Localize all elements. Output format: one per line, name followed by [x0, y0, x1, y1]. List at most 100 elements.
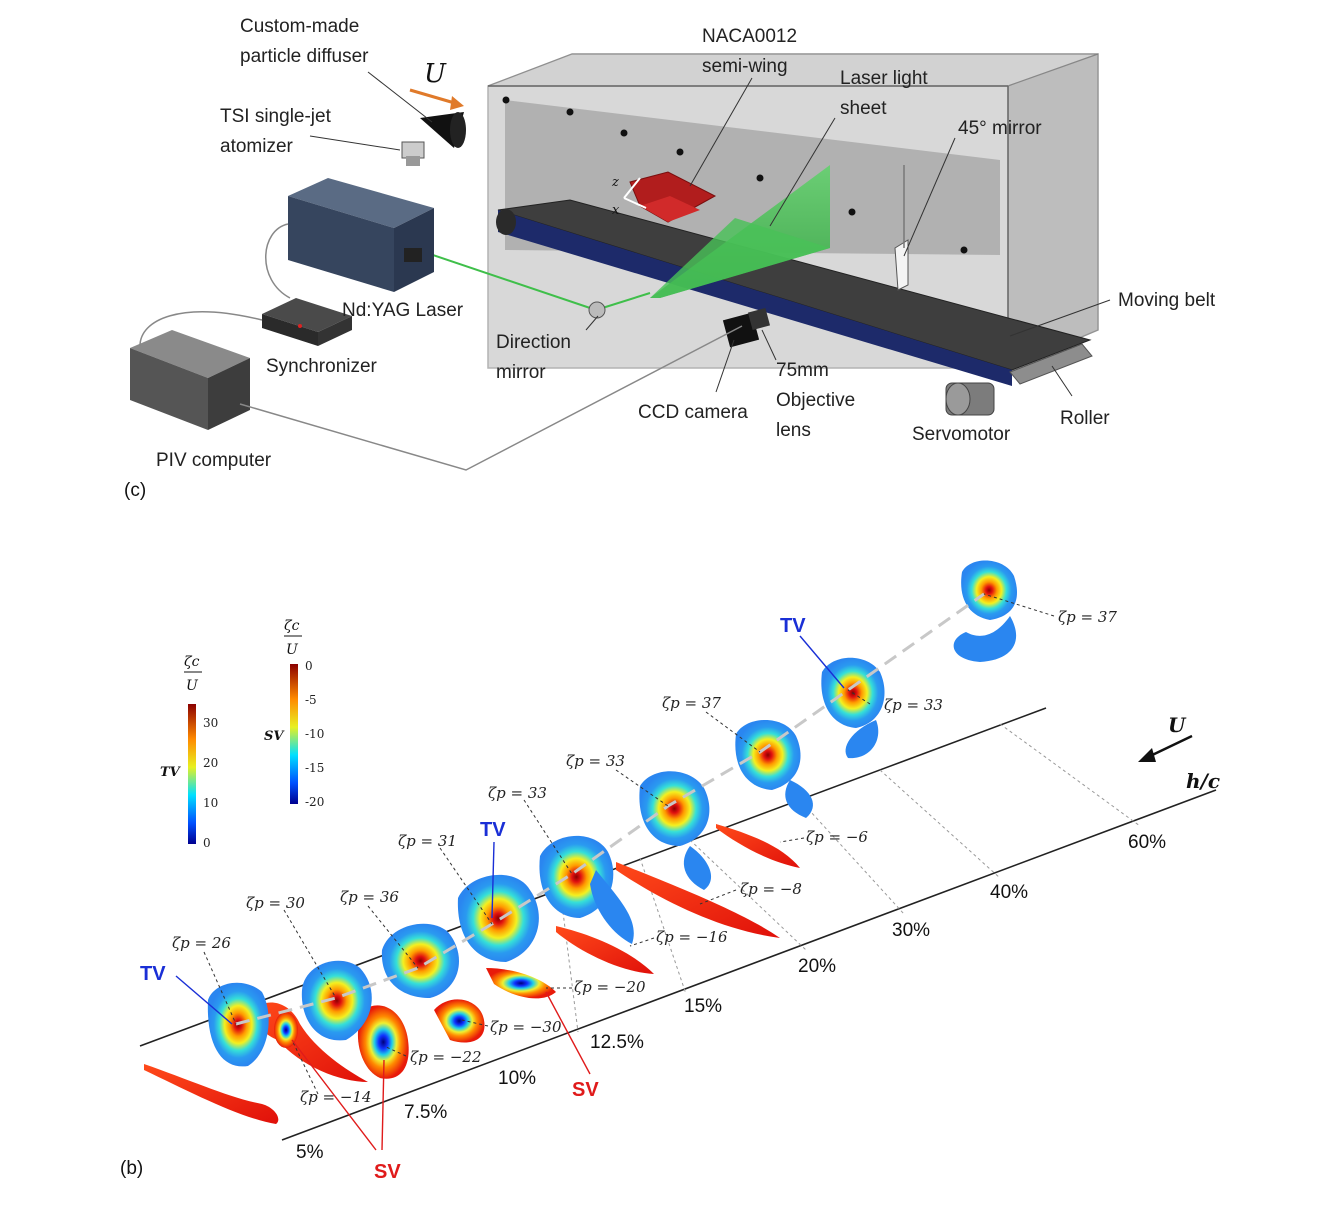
tv-tail-40 — [845, 720, 879, 759]
height-label: 30% — [892, 920, 930, 941]
tv-peak-40: ζp = 33 — [884, 696, 943, 714]
cb-sv-title-den: U — [286, 642, 299, 658]
roller — [1009, 343, 1093, 385]
flow-arrow: U — [409, 59, 464, 110]
pc-label: PIV computer — [156, 450, 272, 471]
height-label: 7.5% — [404, 1102, 447, 1123]
height-label: 20% — [798, 956, 836, 977]
sv-core-10 — [357, 1005, 409, 1079]
wing-label-line1: NACA0012 — [702, 26, 797, 47]
belt-label: Moving belt — [1118, 290, 1216, 311]
tv-tail-60 — [953, 616, 1017, 662]
tv-tag: TV — [780, 615, 806, 637]
cb-sv-tick: 0 — [305, 659, 313, 673]
synchronizer — [262, 298, 352, 346]
hc-label: h/c — [1186, 769, 1220, 793]
tv-peak-15: ζp = 33 — [488, 784, 547, 802]
tunnel-markers — [502, 96, 968, 254]
sv-ribbon-20 — [556, 926, 654, 974]
height-label: 15% — [684, 996, 722, 1017]
flow-u-label: U — [424, 59, 447, 89]
mirror45-label: 45° mirror — [958, 118, 1042, 139]
colorbar-tv: ζc U 30 20 10 0 TV — [160, 654, 218, 850]
tv-core-12-5 — [457, 874, 539, 962]
height-label: 60% — [1128, 832, 1166, 853]
lens-label-line2: Objective — [776, 390, 855, 411]
cb-sv-side-label: SV — [264, 729, 285, 744]
tv-core-30 — [735, 720, 801, 790]
cb-tv-tick: 20 — [203, 756, 218, 770]
panel-b-vorticity: ζc U 30 20 10 0 TV ζc U 0 -5 -10 -15 -20… — [120, 560, 1220, 1183]
sv-ribbon-30 — [616, 862, 780, 938]
tv-peak-30: ζp = 37 — [662, 694, 721, 712]
sv-peak-12-5: ζp = −30 — [490, 1018, 562, 1036]
peak-leaders — [203, 593, 1055, 1095]
ccd-camera — [722, 307, 771, 348]
tag-pointers — [175, 635, 845, 1151]
tv-peak-5: ζp = 26 — [172, 934, 231, 952]
naca0012-semi-wing — [629, 171, 717, 223]
diffuser-label-line1: Custom-made — [240, 16, 359, 37]
axis-z-label: z — [611, 175, 619, 190]
lens-label-line3: lens — [776, 420, 811, 441]
panel-b-label: (b) — [120, 1158, 143, 1179]
tv-peak-10: ζp = 36 — [340, 888, 399, 906]
sv-peak-15: ζp = −20 — [574, 978, 646, 996]
cables — [139, 223, 743, 471]
cb-tv-side-label: TV — [160, 765, 182, 780]
servomotor — [945, 382, 995, 416]
tv-tag: TV — [140, 963, 166, 985]
tv-peak-20: ζp = 33 — [566, 752, 625, 770]
tv-peak-12-5: ζp = 31 — [398, 832, 457, 850]
sv-tag: SV — [374, 1161, 401, 1183]
flow-u-b-label: U — [1168, 713, 1187, 737]
roller-label: Roller — [1060, 408, 1110, 429]
sv-peak-30: ζp = −8 — [740, 880, 802, 898]
tv-peak-60: ζp = 37 — [1058, 608, 1117, 626]
sv-peak-20: ζp = −16 — [656, 928, 728, 946]
tv-core-20 — [639, 771, 710, 846]
vortex-trajectory — [235, 592, 985, 1026]
height-label: 5% — [296, 1142, 324, 1163]
tv-core-60 — [961, 560, 1017, 620]
axis-x-label: x — [612, 203, 620, 218]
colorbar-sv: ζc U 0 -5 -10 -15 -20 SV — [264, 618, 324, 809]
dirmirror-label-line1: Direction — [496, 332, 571, 353]
tv-tail-15 — [590, 870, 634, 944]
cb-tv-title-num: ζc — [184, 654, 200, 670]
atomizer — [401, 141, 425, 166]
sv-core-12-5 — [434, 999, 485, 1043]
atomizer-label-line1: TSI single-jet — [220, 106, 332, 127]
sv-core-15 — [486, 968, 556, 999]
cb-sv-tick: -20 — [305, 795, 324, 809]
sv-tag: SV — [572, 1079, 599, 1101]
sheet-label-line1: Laser light — [840, 68, 928, 89]
sv-peak-10: ζp = −22 — [410, 1048, 482, 1066]
mirror-45 — [894, 165, 909, 291]
camera-label: CCD camera — [638, 402, 748, 423]
cb-tv-tick: 10 — [203, 796, 218, 810]
moving-belt — [496, 199, 1092, 386]
nd-yag-laser — [288, 178, 434, 292]
cb-sv-tick: -5 — [305, 693, 317, 707]
atomizer-label-line2: atomizer — [220, 136, 294, 157]
sync-label: Synchronizer — [266, 356, 378, 377]
laser-light-sheet — [650, 165, 830, 298]
cb-tv-title-den: U — [186, 678, 199, 694]
cb-sv-title-num: ζc — [284, 618, 300, 634]
diffuser-label-line2: particle diffuser — [240, 46, 369, 67]
servo-label: Servomotor — [912, 424, 1011, 445]
tv-core-7-5 — [301, 960, 372, 1041]
cb-sv-tick: -10 — [305, 727, 324, 741]
height-label: 40% — [990, 882, 1028, 903]
laser-label: Nd:YAG Laser — [342, 300, 464, 321]
height-label: 10% — [498, 1068, 536, 1089]
sv-core-7-5 — [274, 1012, 298, 1048]
sv-peak-40: ζp = −6 — [806, 828, 868, 846]
wing-axes: z x — [611, 175, 647, 218]
sv-ribbon-40 — [716, 824, 800, 868]
cb-tv-tick: 0 — [203, 836, 211, 850]
sv-ribbon-5 — [144, 1064, 279, 1124]
direction-mirror — [588, 301, 606, 319]
